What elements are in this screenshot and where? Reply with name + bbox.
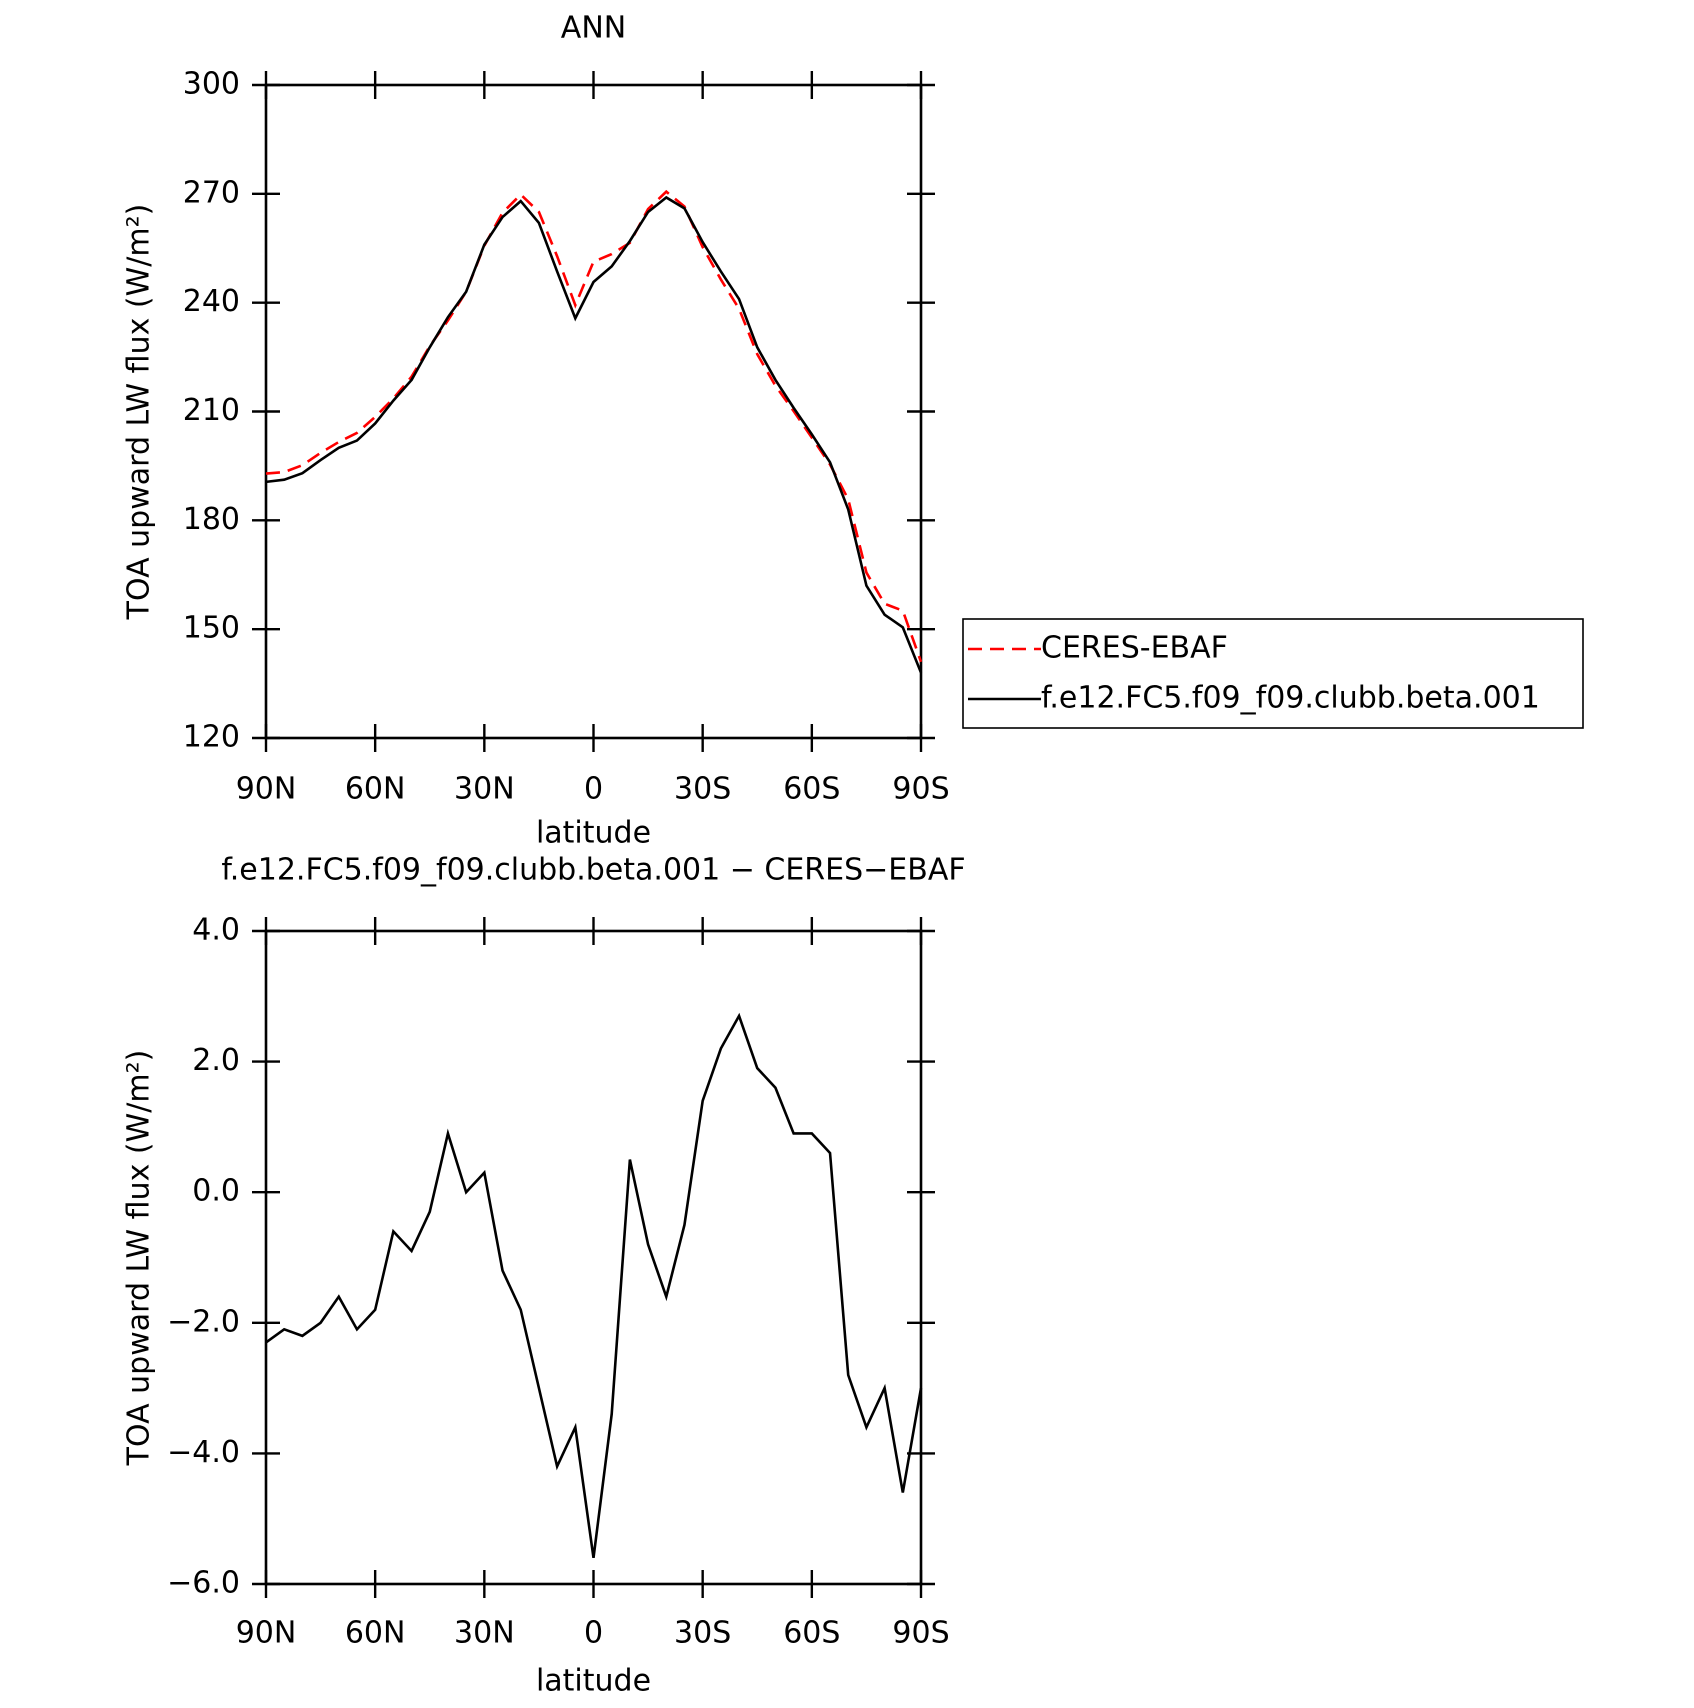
x-tick-label: 60N bbox=[345, 1616, 406, 1651]
plot-frame bbox=[264, 83, 923, 740]
x-axis-label: latitude bbox=[536, 816, 651, 851]
y-tick-label: 150 bbox=[183, 611, 240, 646]
x-tick-label: 0 bbox=[584, 772, 603, 807]
series-line bbox=[265, 1012, 923, 1559]
y-axis-label: TOA upward LW flux (W/m²) bbox=[122, 1050, 157, 1467]
x-tick-label: 60S bbox=[783, 1616, 840, 1651]
chart-title: f.e12.FC5.f09_f09.clubb.beta.001 − CERES… bbox=[221, 853, 965, 888]
y-tick-label: 240 bbox=[183, 284, 240, 319]
plot-frame bbox=[264, 929, 923, 1586]
y-tick-label: −4.0 bbox=[167, 1435, 240, 1470]
legend-box bbox=[962, 618, 1584, 729]
x-tick-label: 90S bbox=[892, 1616, 949, 1651]
x-tick-label: 0 bbox=[584, 1616, 603, 1651]
y-tick-label: −2.0 bbox=[167, 1304, 240, 1339]
chart-title: ANN bbox=[561, 11, 626, 46]
y-tick-label: 0.0 bbox=[192, 1174, 240, 1209]
y-tick-label: −6.0 bbox=[167, 1566, 240, 1601]
x-axis-label: latitude bbox=[536, 1664, 651, 1699]
legend: CERES-EBAF f.e12.FC5.f09_f09.clubb.beta.0… bbox=[962, 618, 1584, 729]
y-tick-label: 180 bbox=[183, 502, 240, 537]
legend-label: f.e12.FC5.f09_f09.clubb.beta.001 bbox=[1041, 681, 1540, 716]
x-tick-label: 30N bbox=[454, 1616, 515, 1651]
x-tick-label: 90S bbox=[892, 772, 949, 807]
y-tick-label: 120 bbox=[183, 720, 240, 755]
y-axis-label: TOA upward LW flux (W/m²) bbox=[122, 204, 157, 621]
y-tick-label: 300 bbox=[183, 67, 240, 102]
x-tick-label: 90N bbox=[236, 772, 297, 807]
series-line bbox=[265, 189, 923, 663]
x-tick-label: 30S bbox=[674, 772, 731, 807]
legend-label: CERES-EBAF bbox=[1041, 631, 1228, 666]
y-tick-label: 4.0 bbox=[192, 913, 240, 948]
x-tick-label: 30N bbox=[454, 772, 515, 807]
series-line bbox=[265, 195, 923, 674]
y-tick-label: 210 bbox=[183, 393, 240, 428]
x-tick-label: 60N bbox=[345, 772, 406, 807]
x-tick-label: 60S bbox=[783, 772, 840, 807]
y-tick-label: 270 bbox=[183, 175, 240, 210]
x-tick-label: 30S bbox=[674, 1616, 731, 1651]
y-tick-label: 2.0 bbox=[192, 1043, 240, 1078]
x-tick-label: 90N bbox=[236, 1616, 297, 1651]
